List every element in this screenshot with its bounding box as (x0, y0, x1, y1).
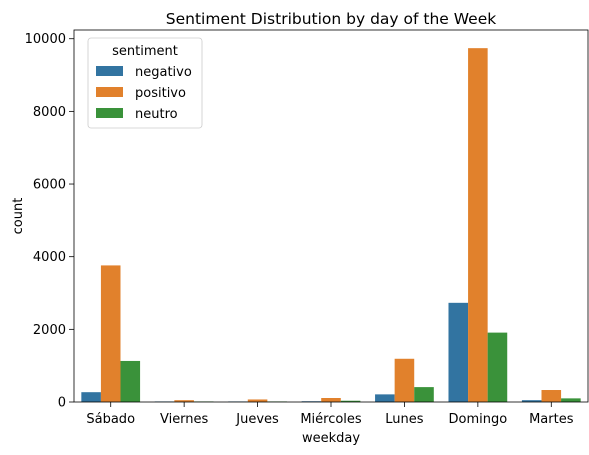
y-tick-label: 6000 (33, 178, 66, 193)
chart-title: Sentiment Distribution by day of the Wee… (166, 10, 496, 28)
x-tick-label: Jueves (235, 412, 279, 427)
y-tick-label: 2000 (33, 323, 66, 338)
y-axis-label: count (11, 198, 26, 235)
x-tick-label: Viernes (160, 412, 209, 427)
legend-label-neutro: neutro (135, 107, 178, 122)
y-tick-label: 8000 (33, 105, 66, 120)
y-axis-ticks: 0 2000 4000 6000 8000 10000 (25, 32, 74, 411)
bar-positivo-2 (247, 399, 268, 402)
x-tick-label: Domingo (449, 412, 508, 427)
legend-swatch-negativo (96, 66, 123, 76)
legend-label-positivo: positivo (135, 86, 186, 101)
bar-positivo-4 (394, 358, 415, 402)
bar-negativo-5 (448, 302, 469, 402)
plot-frame (73, 29, 589, 403)
bar-positivo-3 (321, 398, 341, 402)
legend-frame (87, 37, 203, 129)
x-tick-label: Lunes (385, 412, 423, 427)
y-tick-label: 4000 (33, 250, 66, 265)
bars-group (81, 48, 581, 402)
legend: sentiment negativo positivo neutro (87, 37, 203, 129)
bar-positivo-1 (174, 400, 194, 402)
bar-neutro-3 (340, 400, 361, 402)
x-axis-label: weekday (302, 431, 360, 446)
bar-neutro-4 (414, 387, 434, 402)
bar-negativo-0 (81, 392, 101, 402)
legend-swatch-neutro (96, 108, 123, 118)
bar-positivo-5 (468, 48, 488, 402)
bar-neutro-6 (561, 398, 581, 402)
x-tick-label: Miércoles (300, 412, 362, 427)
bar-neutro-0 (120, 360, 141, 402)
x-tick-label: Martes (529, 412, 574, 427)
legend-label-negativo: negativo (135, 65, 192, 80)
bar-positivo-0 (100, 265, 121, 402)
legend-title: sentiment (112, 44, 178, 59)
y-tick-label: 10000 (25, 32, 66, 47)
bar-neutro-5 (487, 332, 508, 402)
x-tick-label: Sábado (86, 412, 135, 427)
bar-negativo-4 (375, 394, 395, 402)
y-tick-label: 0 (58, 396, 66, 411)
legend-swatch-positivo (96, 87, 123, 97)
bar-positivo-6 (541, 390, 562, 402)
bar-negativo-6 (521, 400, 542, 402)
x-axis-ticks: Sábado Viernes Jueves Miércoles Lunes Domingo… (86, 402, 574, 427)
